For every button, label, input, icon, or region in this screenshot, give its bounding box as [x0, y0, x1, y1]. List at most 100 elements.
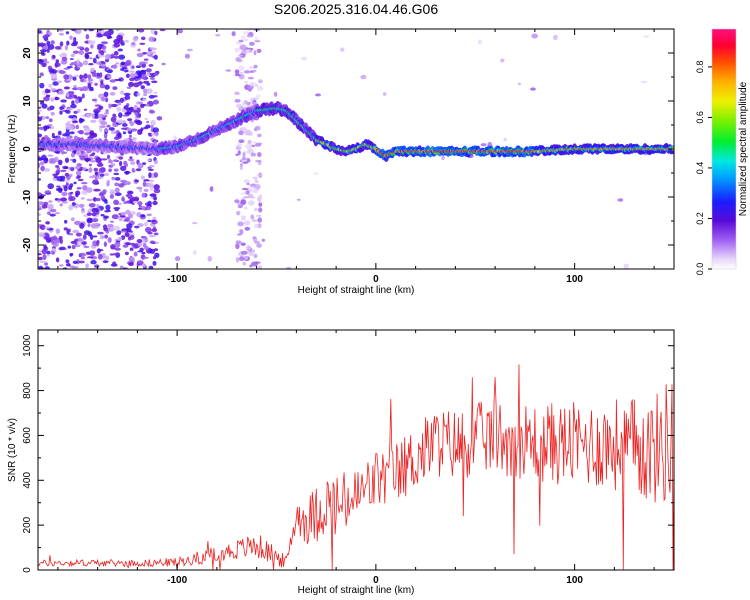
noise-speckle	[96, 34, 104, 38]
noise-speckle	[124, 232, 130, 238]
noise-speckle	[249, 264, 253, 268]
noise-speckle	[258, 79, 263, 84]
noise-speckle	[100, 29, 105, 35]
noise-speckle	[113, 168, 119, 172]
noise-speckle	[487, 142, 492, 146]
noise-speckle	[148, 75, 156, 78]
noise-speckle	[69, 158, 73, 161]
noise-speckle	[136, 92, 140, 97]
noise-speckle	[258, 207, 263, 213]
noise-speckle	[40, 165, 46, 172]
noise-speckle	[148, 172, 152, 179]
noise-speckle	[186, 48, 193, 52]
noise-speckle	[150, 77, 155, 80]
noise-speckle	[177, 29, 183, 34]
noise-speckle	[63, 227, 68, 231]
noise-speckle	[145, 226, 152, 233]
noise-speckle	[65, 109, 71, 114]
noise-speckle	[67, 245, 72, 249]
noise-speckle	[151, 228, 158, 233]
noise-speckle	[237, 143, 243, 147]
noise-speckle	[244, 255, 249, 260]
noise-speckle	[109, 79, 117, 83]
noise-speckle	[51, 251, 55, 255]
colorbar-tick-label: 0.0	[695, 263, 705, 276]
noise-speckle	[85, 34, 90, 40]
noise-speckle	[39, 161, 45, 166]
noise-speckle	[104, 58, 110, 63]
noise-speckle	[74, 220, 81, 226]
noise-speckle	[138, 29, 145, 33]
noise-speckle	[107, 75, 112, 79]
noise-speckle	[47, 44, 55, 50]
noise-speckle	[92, 179, 99, 185]
noise-speckle	[258, 194, 263, 200]
noise-speckle	[117, 102, 122, 106]
noise-speckle	[87, 78, 94, 82]
noise-speckle	[151, 80, 158, 84]
noise-speckle	[140, 85, 145, 90]
noise-speckle	[252, 189, 259, 194]
noise-speckle	[91, 174, 97, 178]
noise-speckle	[45, 221, 50, 225]
noise-speckle	[107, 224, 114, 228]
noise-speckle	[131, 109, 137, 113]
noise-speckle	[99, 235, 104, 240]
noise-speckle	[69, 265, 75, 268]
noise-speckle	[134, 225, 140, 229]
noise-speckle	[113, 199, 119, 205]
noise-speckle	[66, 40, 70, 46]
noise-speckle	[296, 198, 301, 201]
noise-speckle	[67, 228, 71, 233]
noise-speckle	[248, 200, 255, 206]
noise-speckle	[110, 103, 118, 108]
noise-speckle	[235, 243, 240, 250]
noise-speckle	[76, 170, 82, 176]
noise-speckle	[93, 167, 99, 172]
noise-speckle	[123, 92, 131, 96]
noise-speckle	[52, 81, 59, 86]
noise-speckle	[87, 231, 93, 237]
noise-speckle	[553, 34, 558, 41]
noise-speckle	[235, 153, 239, 156]
noise-speckle	[243, 70, 251, 74]
noise-speckle	[151, 219, 156, 223]
noise-speckle	[118, 112, 123, 118]
noise-speckle	[340, 47, 345, 52]
noise-speckle	[147, 219, 152, 223]
noise-speckle	[237, 54, 243, 57]
noise-speckle	[109, 253, 115, 256]
noise-speckle	[152, 200, 158, 206]
noise-speckle	[118, 78, 122, 81]
noise-speckle	[90, 44, 94, 49]
noise-speckle	[238, 139, 245, 143]
noise-speckle	[113, 51, 119, 56]
noise-speckle	[54, 46, 62, 50]
noise-speckle	[46, 254, 51, 257]
noise-speckle	[248, 76, 254, 80]
noise-speckle	[235, 145, 242, 151]
noise-speckle	[360, 74, 367, 80]
noise-speckle	[121, 230, 127, 233]
noise-speckle	[137, 71, 142, 78]
noise-speckle	[245, 49, 251, 53]
noise-speckle	[240, 215, 246, 221]
noise-speckle	[96, 176, 104, 180]
noise-speckle	[261, 238, 266, 242]
noise-speckle	[125, 73, 130, 79]
noise-speckle	[63, 74, 69, 80]
noise-speckle	[47, 124, 53, 127]
noise-speckle	[141, 63, 147, 67]
noise-speckle	[136, 186, 143, 190]
noise-speckle	[47, 107, 52, 111]
noise-speckle	[240, 242, 246, 246]
noise-speckle	[55, 165, 60, 168]
noise-speckle	[54, 198, 59, 201]
noise-speckle	[105, 97, 109, 103]
noise-speckle	[143, 58, 149, 61]
noise-speckle	[107, 226, 115, 232]
noise-speckle	[50, 208, 57, 213]
noise-speckle	[140, 74, 147, 80]
